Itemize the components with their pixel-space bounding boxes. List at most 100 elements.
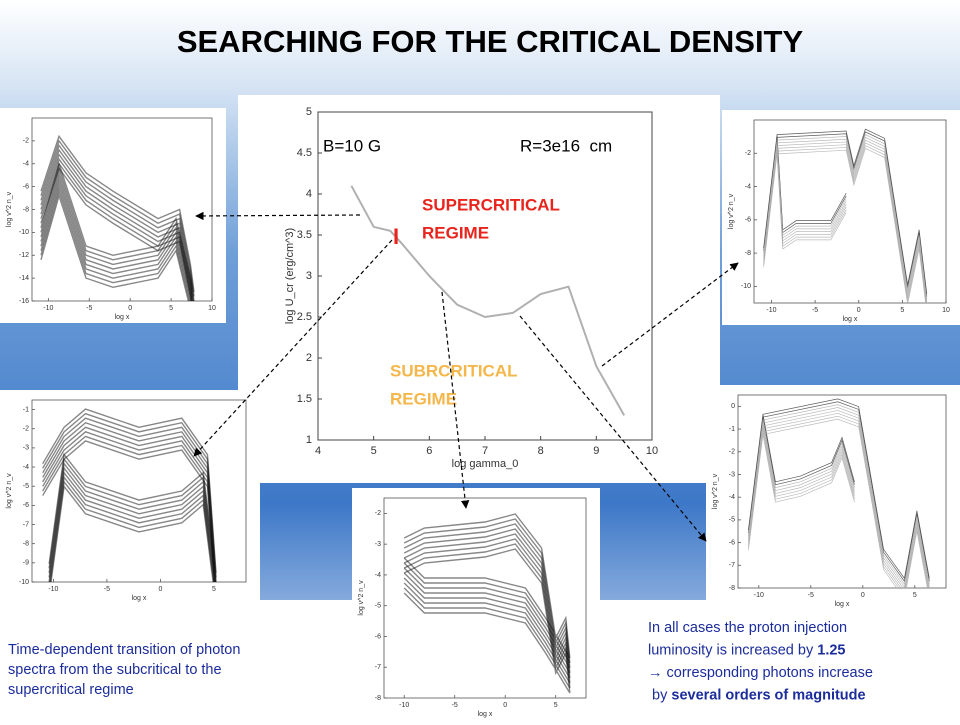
spectrum-curves <box>404 514 570 693</box>
y-tick-label: -7 <box>23 521 29 528</box>
y-tick-label: -7 <box>729 562 735 569</box>
y-tick-label: 4 <box>306 188 312 200</box>
x-tick-label: -5 <box>812 307 818 314</box>
y-tick-label: -7 <box>375 664 381 671</box>
y-tick-label: -6 <box>745 217 751 224</box>
y-tick-label: -2 <box>375 510 381 517</box>
regime-label: SUPERCRITICAL <box>422 195 560 214</box>
marker-label: I <box>393 224 399 249</box>
y-tick-label: -2 <box>745 150 751 157</box>
regime-label: REGIME <box>422 223 489 242</box>
spectrum-curve <box>41 159 194 315</box>
x-tick-label: 10 <box>646 445 658 457</box>
x-axis-label: log x <box>835 601 850 608</box>
x-tick-label: 5 <box>913 592 917 599</box>
spectrum-curve <box>404 519 570 663</box>
arrow <box>601 262 739 367</box>
caption-line: by several orders of magnitude <box>648 687 866 703</box>
spectrum-curves <box>748 399 929 599</box>
y-tick-label: -8 <box>375 695 381 702</box>
y-tick-label: -16 <box>19 298 29 305</box>
y-tick-label: -9 <box>23 560 29 567</box>
spectrum-panel: -2 -3 -4 -5 -6 -7 -8 -10 -5 0 5 log x log v^2 n_v <box>352 488 600 720</box>
x-tick-label: -10 <box>48 586 58 593</box>
spectrum-curve <box>41 164 194 320</box>
x-tick-label: 0 <box>857 307 861 314</box>
y-tick-label: -3 <box>729 471 735 478</box>
panel-background <box>722 110 960 325</box>
panel-background <box>352 488 600 720</box>
y-tick-label: -3 <box>23 445 29 452</box>
panel-frame <box>737 394 947 589</box>
spectrum-curve <box>404 539 570 683</box>
spectrum-curve <box>43 423 216 587</box>
y-tick-label: -6 <box>23 502 29 509</box>
y-tick-label: -5 <box>729 517 735 524</box>
spectrum-curve <box>404 549 570 693</box>
regime-label: SUBRCRITICAL <box>390 361 518 380</box>
panel-frame <box>31 399 247 583</box>
x-tick-label: 0 <box>158 586 162 593</box>
x-axis-label: log gamma_0 <box>452 458 519 470</box>
x-axis-label: log x <box>478 711 493 718</box>
x-tick-label: 5 <box>554 702 558 709</box>
y-tick-label: -4 <box>745 183 751 190</box>
x-tick-label: -10 <box>766 307 776 314</box>
y-tick-label: 1.5 <box>297 393 312 405</box>
x-tick-label: 10 <box>208 305 216 312</box>
x-axis-label: log x <box>115 314 130 321</box>
y-tick-label: -5 <box>375 603 381 610</box>
spectrum-curve <box>404 514 570 658</box>
arrows <box>193 211 739 542</box>
y-tick-label: 2.5 <box>297 311 312 323</box>
x-tick-label: 6 <box>426 445 432 457</box>
y-tick-label: -6 <box>375 633 381 640</box>
x-tick-label: 5 <box>169 305 173 312</box>
spectrum-curve <box>748 399 929 578</box>
y-tick-label: -3 <box>375 541 381 548</box>
y-tick-label: 0 <box>731 403 735 410</box>
arrow <box>441 291 470 509</box>
data-line <box>350 185 626 416</box>
slide-title: SEARCHING FOR THE CRITICAL DENSITY <box>177 24 804 59</box>
spectrum-curve <box>404 524 570 668</box>
spectrum-curve <box>748 402 929 581</box>
x-tick-label: -5 <box>104 586 110 593</box>
y-tick-label: -4 <box>729 494 735 501</box>
x-axis-label: log x <box>843 316 858 323</box>
captions: Time-dependent transition of photon spect… <box>8 620 873 704</box>
spectrum-panel: -1 -2 -3 -4 -5 -6 -7 -8 -9 -10 -10 -5 0 5 log x log v^2… <box>0 390 260 604</box>
annotation: B=10 G <box>323 136 381 155</box>
spectrum-curve <box>404 534 570 678</box>
caption-line: supercritical regime <box>8 682 134 698</box>
x-tick-label: 10 <box>942 307 950 314</box>
y-tick-label: -4 <box>23 161 29 168</box>
caption-line: → corresponding photons increase <box>648 665 873 681</box>
x-tick-label: 4 <box>315 445 321 457</box>
y-tick-label: -2 <box>23 138 29 145</box>
x-tick-label: 0 <box>128 305 132 312</box>
y-tick-label: -6 <box>23 183 29 190</box>
spectrum-curves <box>764 129 927 313</box>
x-tick-label: 0 <box>861 592 865 599</box>
y-tick-label: -1 <box>23 406 29 413</box>
spectrum-curve <box>43 418 216 582</box>
panel-frame <box>383 497 587 699</box>
y-tick-label: -8 <box>745 250 751 257</box>
y-tick-label: -8 <box>23 206 29 213</box>
y-tick-label: 5 <box>306 106 312 118</box>
spectrum-curve <box>748 410 929 589</box>
x-tick-label: -10 <box>399 702 409 709</box>
spectrum-panel: 0 -1 -2 -3 -4 -5 -6 -7 -8 -10 -5 0 5 log x log v^2 n_v <box>706 385 960 610</box>
spectrum-curve <box>43 436 216 600</box>
caption-line: luminosity is increased by 1.25 <box>648 642 845 658</box>
y-tick-label: -10 <box>741 283 751 290</box>
y-tick-label: -1 <box>729 426 735 433</box>
x-axis-label: log x <box>132 595 147 602</box>
y-axis-label: log v^2 n_v <box>6 191 13 227</box>
x-tick-label: -10 <box>43 305 53 312</box>
y-tick-label: 2 <box>306 352 312 364</box>
spectrum-curve <box>748 419 929 598</box>
x-tick-label: -5 <box>808 592 814 599</box>
y-tick-label: -10 <box>19 229 29 236</box>
